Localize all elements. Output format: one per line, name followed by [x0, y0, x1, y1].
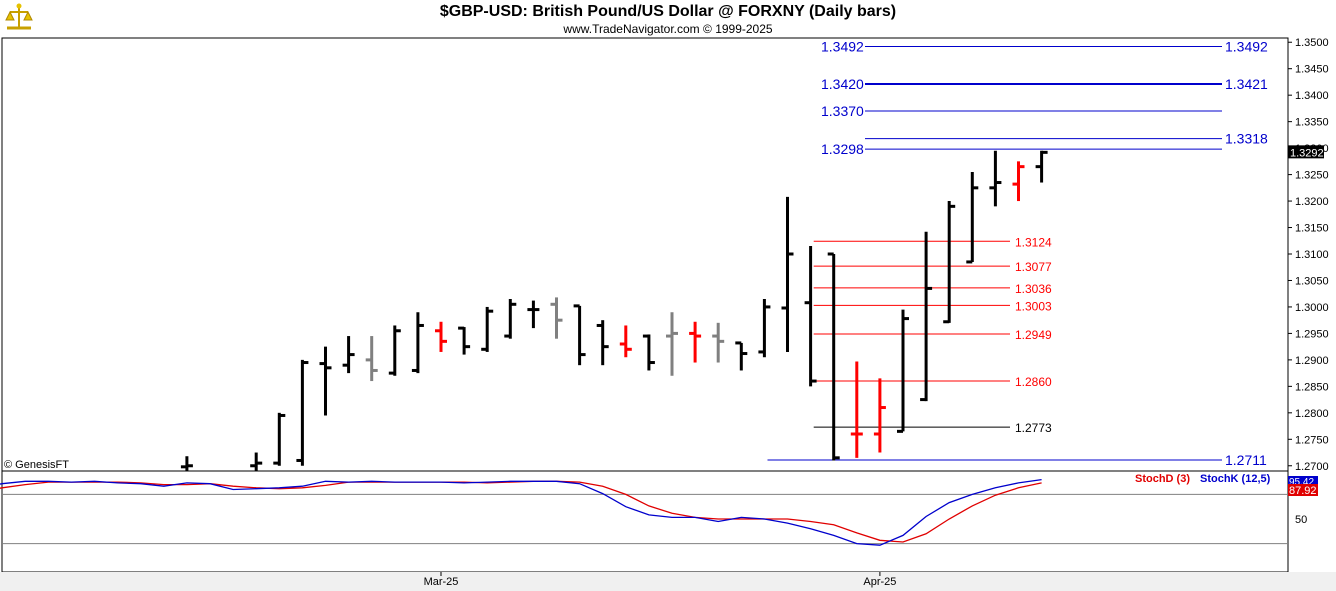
ohlc-bar[interactable] [804, 246, 817, 387]
ohlc-bar[interactable] [712, 322, 725, 363]
ohlc-bar[interactable] [1035, 150, 1048, 183]
price-tick-label: 1.2850 [1295, 381, 1329, 393]
ohlc-bar[interactable] [365, 336, 378, 382]
ohlc-bar[interactable] [550, 297, 563, 339]
stoch-k-line [0, 478, 1042, 546]
stoch-k-value: 95.42 [1289, 477, 1314, 488]
ohlc-bar[interactable] [296, 359, 309, 466]
last-price-label: 1.3292 [1290, 147, 1324, 159]
chart-subtitle: www.TradeNavigator.com © 1999-2025 [563, 22, 773, 36]
price-tick-label: 1.2800 [1295, 408, 1329, 420]
ohlc-bar[interactable] [504, 299, 517, 339]
chart-header: $GBP-USD: British Pound/US Dollar @ FORX… [0, 0, 1336, 38]
ohlc-bar[interactable] [596, 320, 609, 366]
stoch-d-line [0, 480, 1042, 543]
fib-level-label: 1.3420 [821, 76, 864, 92]
date-tick-label: Mar-25 [424, 576, 459, 588]
genesis-watermark: © GenesisFT [4, 459, 69, 471]
ohlc-bar[interactable] [781, 196, 794, 352]
ohlc-bar[interactable] [458, 326, 471, 355]
ohlc-bar[interactable] [689, 321, 702, 363]
ohlc-bar[interactable] [180, 456, 193, 472]
ohlc-bar[interactable] [388, 325, 401, 376]
price-tick-label: 1.3050 [1295, 275, 1329, 287]
ohlc-bar[interactable] [873, 378, 886, 453]
ohlc-bar[interactable] [666, 312, 678, 376]
ohlc-bar[interactable] [966, 171, 979, 264]
fib-level-label: 1.3370 [821, 103, 864, 119]
ohlc-bar[interactable] [342, 336, 355, 374]
chart-frame [0, 37, 1336, 591]
fib-level-right-label: 1.3492 [1225, 38, 1268, 54]
price-tick-label: 1.3400 [1295, 90, 1329, 102]
price-tick-label: 1.2750 [1295, 434, 1329, 446]
ohlc-bar[interactable] [897, 309, 909, 433]
ohlc-bar[interactable] [435, 321, 447, 352]
fib-level-label: 1.2860 [1015, 375, 1052, 389]
price-tick-label: 1.3100 [1295, 249, 1329, 261]
stoch-axis-label: 50 [1295, 514, 1307, 526]
fib-level-label: 1.3077 [1015, 260, 1052, 274]
price-tick-label: 1.2950 [1295, 328, 1329, 340]
fib-level-label: 1.2773 [1015, 421, 1052, 435]
ohlc-bar[interactable] [527, 300, 540, 329]
fib-level-label: 1.3298 [821, 141, 864, 157]
price-tick-label: 1.3150 [1295, 223, 1329, 235]
fib-level-right-label: 1.3318 [1225, 131, 1268, 147]
ohlc-bar[interactable] [827, 252, 840, 461]
ohlc-bar[interactable] [920, 231, 933, 402]
price-tick-label: 1.3500 [1295, 37, 1329, 49]
price-tick-label: 1.3350 [1295, 117, 1329, 129]
ohlc-bar[interactable] [273, 412, 286, 466]
fib-level-label: 1.3124 [1015, 235, 1052, 249]
price-tick-label: 1.3200 [1295, 196, 1329, 208]
ohlc-bar[interactable] [250, 452, 263, 472]
ohlc-bar[interactable] [735, 341, 748, 371]
ohlc-bar[interactable] [411, 312, 424, 374]
date-tick-label: Apr-25 [863, 576, 896, 588]
ohlc-bar[interactable] [481, 306, 494, 352]
stoch-k-legend: StochK (12,5) [1200, 473, 1271, 485]
stoch-d-value-tag [1288, 484, 1318, 496]
fib-level-label: 1.2949 [1015, 328, 1052, 342]
chart-title: $GBP-USD: British Pound/US Dollar @ FORX… [439, 3, 897, 20]
ohlc-bar[interactable] [1012, 161, 1025, 202]
ohlc-bar[interactable] [989, 150, 1002, 207]
ohlc-bars[interactable] [180, 150, 1048, 472]
fib-level-right-label: 1.2711 [1225, 452, 1267, 468]
price-tick-label: 1.2900 [1295, 355, 1329, 367]
fib-level-label: 1.3003 [1015, 299, 1052, 313]
ohlc-bar[interactable] [642, 334, 655, 371]
price-tick-label: 1.3250 [1295, 170, 1329, 182]
ohlc-bar[interactable] [758, 299, 771, 358]
price-tick-label: 1.2700 [1295, 461, 1329, 473]
ohlc-bar[interactable] [319, 346, 332, 416]
tradenavigator-logo-icon [5, 3, 33, 30]
stoch-d-value: 87.92 [1289, 485, 1317, 497]
fib-level-label: 1.3036 [1015, 282, 1052, 296]
price-tick-label: 1.3450 [1295, 64, 1329, 76]
ohlc-bar[interactable] [619, 325, 632, 358]
price-axis: 1.35001.34501.34001.33501.33001.32501.32… [1288, 37, 1329, 473]
stoch-d-legend: StochD (3) [1135, 473, 1190, 485]
ohlc-bar[interactable] [943, 201, 956, 324]
ohlc-bar[interactable] [573, 304, 586, 366]
fib-level-right-label: 1.3421 [1225, 76, 1268, 92]
fib-level-label: 1.3492 [821, 38, 864, 54]
fibonacci-levels: 1.3492 1.3492 1.3420 1.3421 1.3370 1.3318 1.32… [767, 38, 1268, 468]
ohlc-bar[interactable] [850, 361, 863, 458]
stoch-k-value-tag [1288, 476, 1318, 486]
price-tick-label: 1.3000 [1295, 302, 1329, 314]
last-price-tag [1288, 145, 1324, 159]
